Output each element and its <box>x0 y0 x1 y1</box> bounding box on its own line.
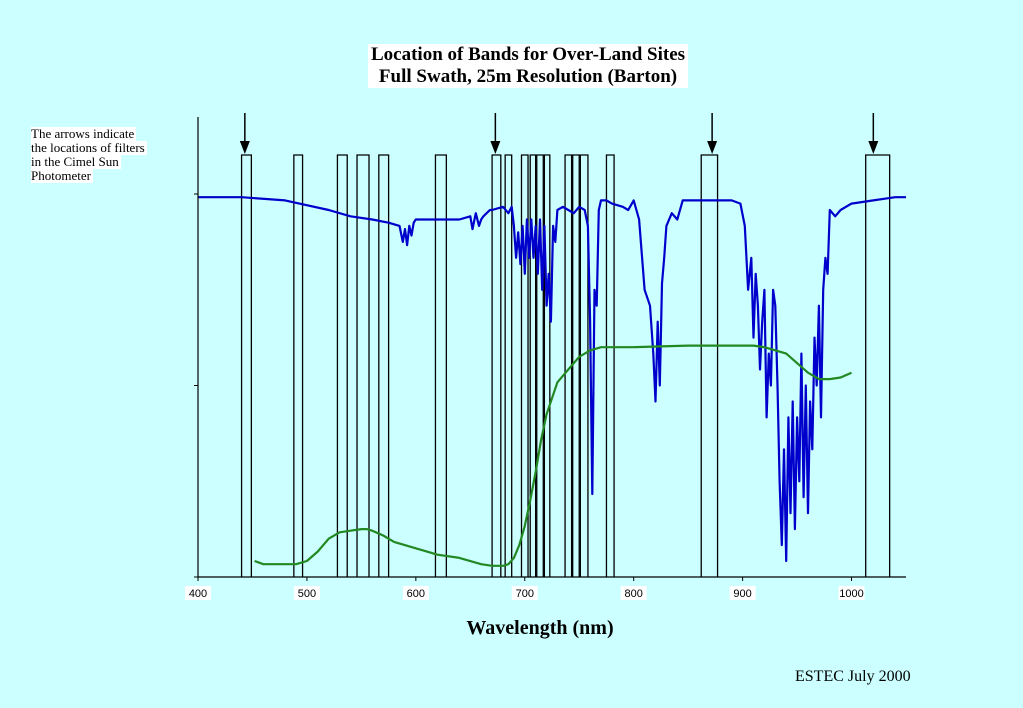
arrow-note-line: Photometer <box>31 168 93 183</box>
filter-band <box>572 154 580 577</box>
x-tick-label: 600 <box>407 588 425 600</box>
filter-arrow <box>868 113 879 154</box>
x-tick-label: 500 <box>298 588 316 600</box>
filter-band <box>336 154 348 577</box>
filter-band <box>356 154 370 577</box>
chart-title-block: Location of Bands for Over-Land Sites Fu… <box>368 44 689 88</box>
arrow-note-line: The arrows indicate <box>31 126 137 141</box>
x-tick-label: 1000 <box>839 588 863 600</box>
series-layer <box>198 196 906 567</box>
filter-band <box>579 154 589 577</box>
x-tick-label-bg <box>185 586 211 600</box>
arrow-note: The arrows indicate the locations of fil… <box>31 127 147 183</box>
x-axis-label: Wavelength (nm) <box>466 617 613 639</box>
filter-band <box>520 154 529 577</box>
blue-spectrum-line <box>198 196 906 563</box>
x-tick-label-bg <box>838 586 865 600</box>
filter-band <box>434 154 447 577</box>
x-tick-label-bg <box>293 586 320 600</box>
x-tick-label: 800 <box>625 588 643 600</box>
filter-arrow <box>239 113 250 154</box>
filter-arrow <box>707 113 718 154</box>
chart-subtitle: Full Swath, 25m Resolution (Barton) <box>368 66 689 88</box>
filter-band <box>605 154 615 577</box>
filter-band <box>865 154 891 577</box>
arrows-layer <box>239 113 879 154</box>
x-tick-label: 700 <box>516 588 534 600</box>
x-tick-label: 900 <box>733 588 751 600</box>
filter-band <box>700 154 719 577</box>
filter-band <box>543 154 551 577</box>
x-tick-label-bg <box>511 586 538 600</box>
x-tick-label-bg <box>402 586 429 600</box>
arrow-note-line: in the Cimel Sun <box>31 154 121 169</box>
filter-band <box>293 154 304 577</box>
ticks-layer: 400 500 600 700 800 900 1000 <box>185 193 865 600</box>
filter-arrow <box>490 113 501 154</box>
filter-band <box>529 154 537 577</box>
x-tick-label: 400 <box>189 588 207 600</box>
footer-credit: ESTEC July 2000 <box>795 668 911 685</box>
filter-band <box>536 154 544 577</box>
filter-band <box>378 154 390 577</box>
bands-layer <box>240 154 891 577</box>
filter-band <box>491 154 502 577</box>
arrow-note-line: the locations of filters <box>31 140 147 155</box>
chart-title: Location of Bands for Over-Land Sites <box>368 44 689 66</box>
green-spectrum-line <box>254 344 852 567</box>
axes-layer <box>197 117 906 578</box>
filter-band <box>240 154 253 577</box>
x-tick-label-bg <box>729 586 756 600</box>
x-tick-label-bg <box>620 586 647 600</box>
filter-band <box>504 154 513 577</box>
